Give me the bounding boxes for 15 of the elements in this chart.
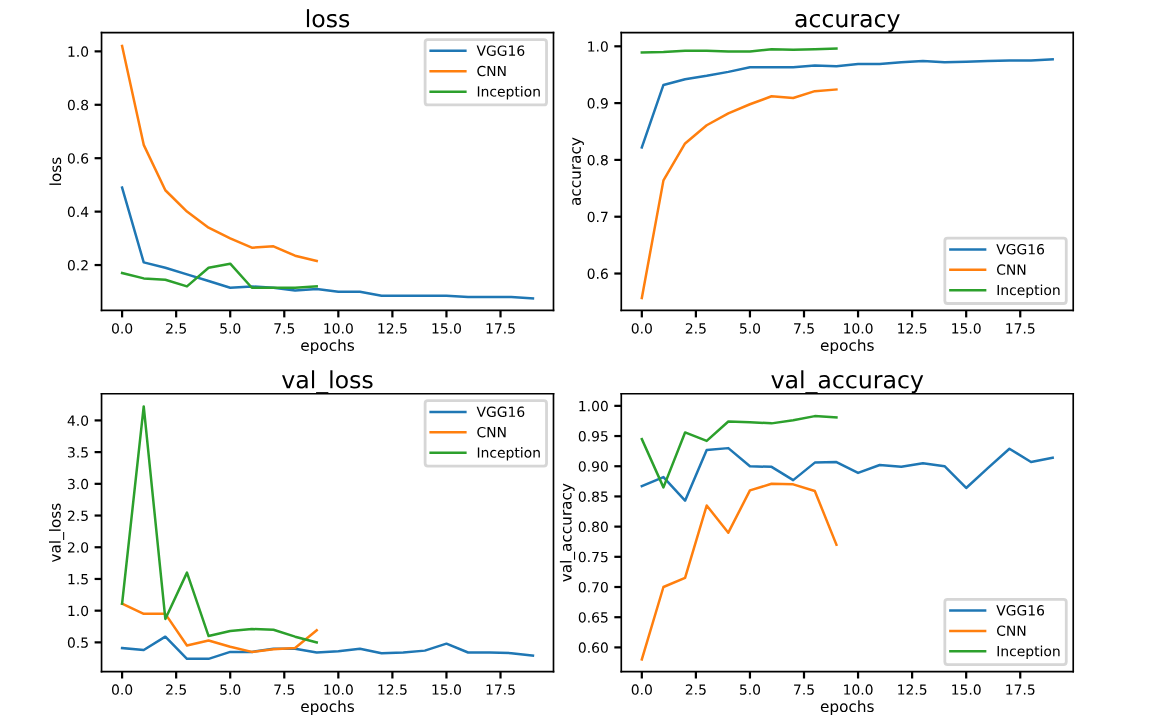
line-series	[120, 635, 535, 661]
chart-title: loss	[306, 9, 350, 28]
chart-title: accuracy	[795, 13, 900, 33]
line-series	[120, 262, 318, 289]
line-series	[640, 58, 1054, 149]
line-series	[640, 482, 838, 661]
line-series	[120, 405, 318, 644]
line-series	[120, 602, 318, 654]
chart-title: val_loss	[282, 370, 373, 394]
line-series	[640, 414, 838, 489]
chart-title: val_accuracy	[771, 370, 924, 394]
line-series	[640, 446, 1054, 502]
line-series	[120, 44, 318, 263]
line-series	[640, 88, 838, 300]
line-series	[120, 186, 535, 300]
